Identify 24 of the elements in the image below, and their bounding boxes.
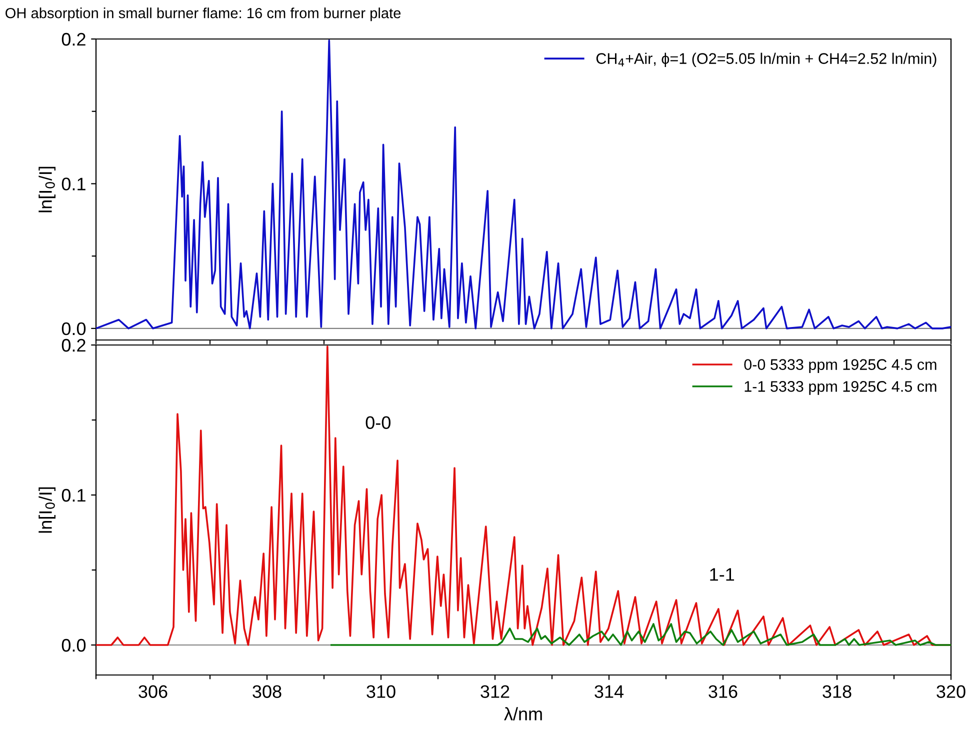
x-tick-label: 310 (366, 685, 396, 698)
legend-label: 0-0 5333 ppm 1925C 4.5 cm (744, 359, 936, 373)
x-tick-label: 306 (138, 685, 168, 698)
x-tick-label: 316 (708, 685, 738, 698)
y-axis-title: ln[I$_{0}$/I] (38, 166, 56, 212)
y-tick-label: 0.1 (62, 178, 86, 190)
legend-label: 1-1 5333 ppm 1925C 4.5 cm (744, 381, 936, 395)
line-series (330, 623, 951, 646)
x-tick-label: 308 (252, 685, 282, 698)
x-tick-label: 312 (480, 685, 510, 698)
annotation: 1-1 (710, 568, 734, 581)
y-tick-label: 0.1 (62, 488, 86, 502)
chart-title: OH absorption in small burner flame: 16 cm from burner plate (6, 8, 401, 22)
x-axis-title: λ/nm (504, 707, 542, 720)
x-tick-label: 314 (594, 685, 624, 698)
annotation: 0-0 (366, 416, 390, 430)
y-tick-label: 0.2 (62, 338, 86, 352)
legend-label: CH$_{4}$+Air, ϕ=1 (O2=5.05 ln/min + CH4=2.52 ln/min) (596, 52, 936, 67)
y-axis-title: ln[I$_{0}$/I] (38, 487, 56, 533)
x-tick-label: 320 (936, 685, 966, 698)
x-tick-label: 318 (822, 685, 852, 698)
y-tick-label: 0.0 (62, 638, 86, 652)
y-tick-label: 0.0 (62, 322, 86, 336)
y-tick-label: 0.2 (62, 32, 86, 46)
